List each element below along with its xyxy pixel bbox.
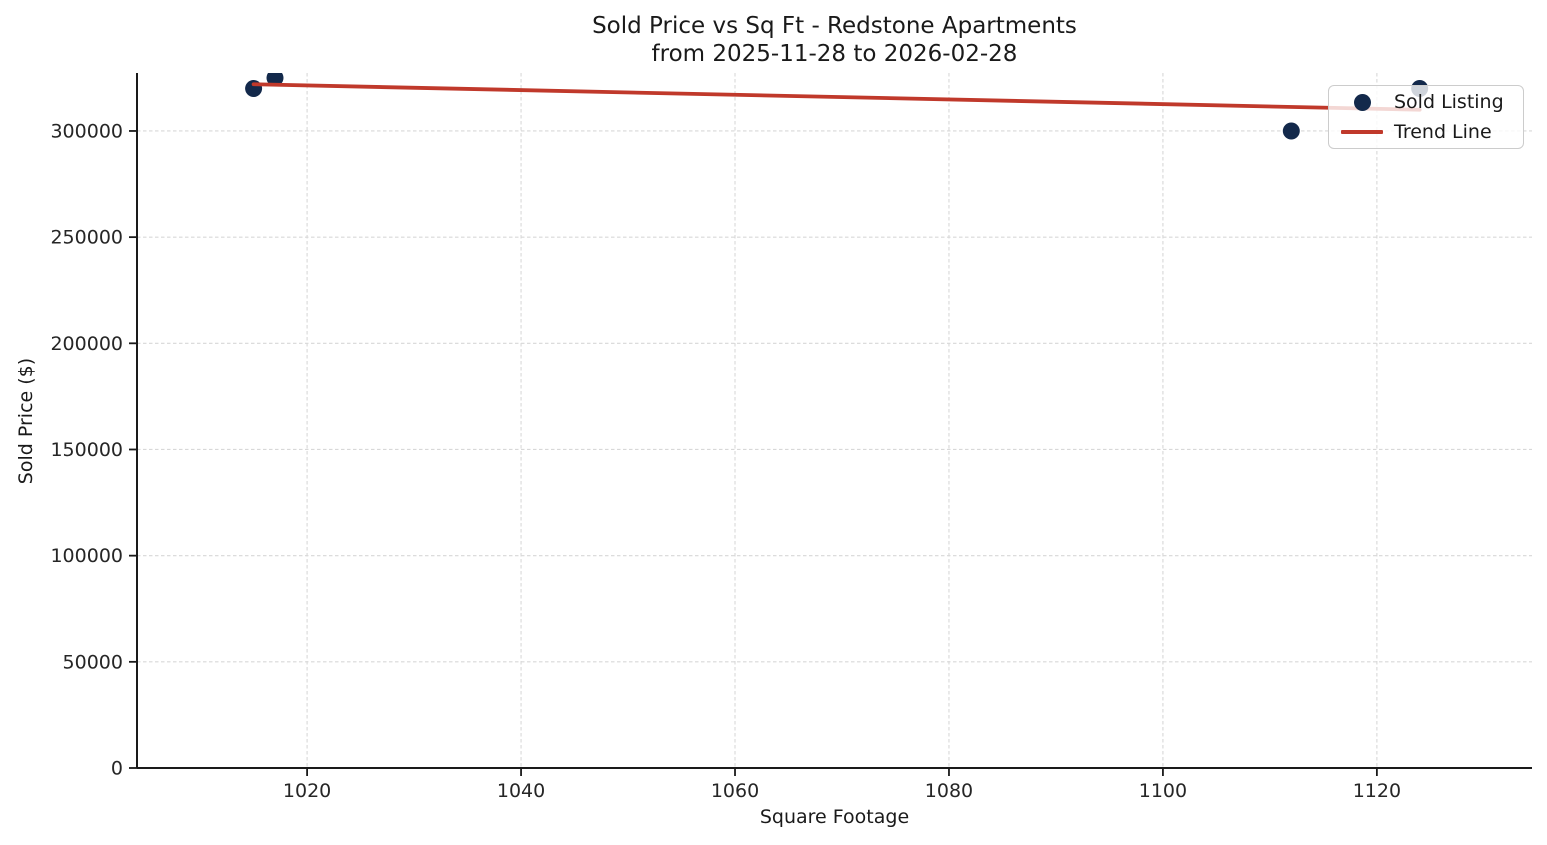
y-axis-label: Sold Price ($) bbox=[15, 357, 37, 485]
svg-text:100000: 100000 bbox=[50, 545, 123, 567]
legend-item-sold-listing: Sold Listing bbox=[1339, 90, 1515, 115]
trend-line-icon bbox=[1341, 129, 1383, 134]
svg-text:1120: 1120 bbox=[1353, 780, 1401, 802]
legend-marker-column bbox=[1339, 93, 1385, 111]
chart-title-block: Sold Price vs Sq Ft - Redstone Apartment… bbox=[137, 12, 1532, 68]
legend-marker-column bbox=[1339, 129, 1385, 134]
svg-text:1100: 1100 bbox=[1139, 780, 1187, 802]
svg-text:50000: 50000 bbox=[63, 651, 123, 673]
svg-text:1020: 1020 bbox=[283, 780, 331, 802]
legend-label-trend-line: Trend Line bbox=[1394, 120, 1492, 143]
svg-text:1040: 1040 bbox=[497, 780, 545, 802]
x-axis-label: Square Footage bbox=[759, 806, 910, 828]
svg-text:300000: 300000 bbox=[50, 120, 123, 142]
legend-item-trend-line: Trend Line bbox=[1339, 120, 1515, 145]
legend-label-sold-listing: Sold Listing bbox=[1394, 91, 1504, 114]
svg-text:1060: 1060 bbox=[711, 780, 759, 802]
legend: Sold Listing Trend Line bbox=[1328, 85, 1524, 149]
chart-title: Sold Price vs Sq Ft - Redstone Apartment… bbox=[592, 13, 1077, 39]
svg-text:150000: 150000 bbox=[50, 439, 123, 461]
svg-text:1080: 1080 bbox=[925, 780, 973, 802]
scatter-dot-icon bbox=[1353, 93, 1371, 111]
svg-text:250000: 250000 bbox=[50, 227, 123, 249]
svg-text:200000: 200000 bbox=[50, 333, 123, 355]
svg-text:0: 0 bbox=[111, 758, 123, 780]
chart-subtitle: from 2025-11-28 to 2026-02-28 bbox=[651, 41, 1018, 67]
